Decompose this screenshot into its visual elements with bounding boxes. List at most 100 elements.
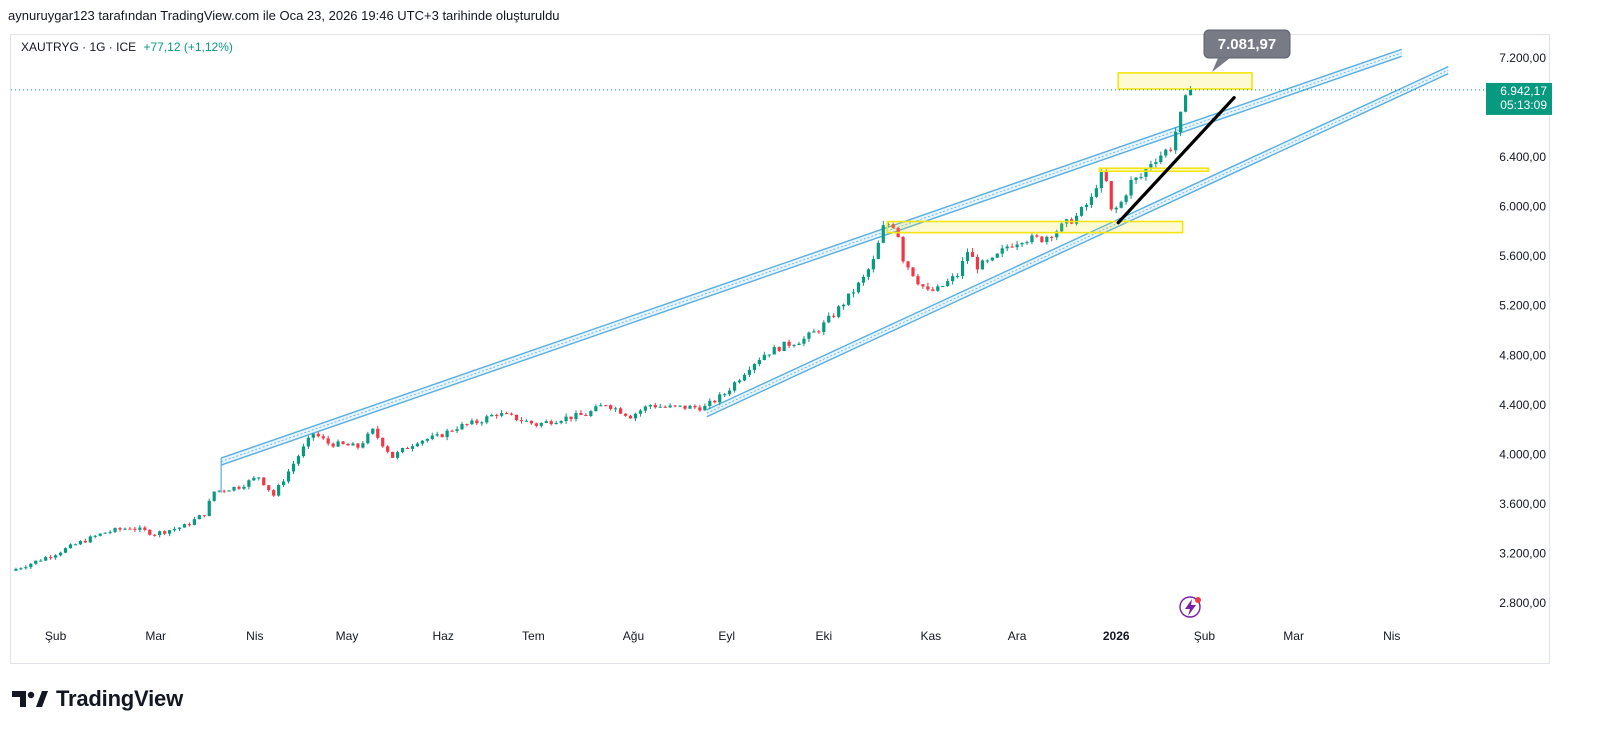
candle[interactable] [817, 330, 821, 334]
candle[interactable] [118, 527, 122, 532]
candle[interactable] [554, 420, 558, 425]
candle[interactable] [272, 489, 276, 498]
candle[interactable] [78, 540, 82, 546]
candle[interactable] [19, 567, 23, 571]
candle[interactable] [123, 527, 127, 531]
candle[interactable] [1035, 233, 1039, 238]
candle[interactable] [614, 406, 618, 413]
channel-band[interactable] [220, 48, 1402, 466]
candle[interactable] [544, 419, 548, 424]
candle[interactable] [732, 381, 737, 393]
candle[interactable] [465, 423, 469, 427]
candle[interactable] [103, 532, 107, 534]
candle[interactable] [346, 443, 350, 446]
candle[interactable] [584, 413, 588, 417]
candle[interactable] [237, 485, 241, 490]
candle[interactable] [158, 530, 162, 538]
candle[interactable] [1000, 244, 1004, 258]
candle[interactable] [534, 422, 538, 428]
candle[interactable] [931, 286, 935, 292]
candle[interactable] [262, 477, 266, 486]
candle[interactable] [227, 490, 231, 492]
candle[interactable] [846, 293, 851, 307]
candle[interactable] [1089, 193, 1094, 209]
candle[interactable] [683, 405, 687, 411]
candle[interactable] [331, 442, 335, 448]
candle[interactable] [257, 477, 261, 481]
candle[interactable] [14, 567, 18, 572]
candle[interactable] [995, 253, 999, 259]
candle[interactable] [1020, 242, 1024, 248]
target-price-callout[interactable]: 7.081,97 [1203, 29, 1291, 72]
candle[interactable] [1114, 206, 1118, 214]
candle[interactable] [1139, 173, 1143, 180]
candle[interactable] [450, 429, 454, 432]
candle[interactable] [1060, 222, 1064, 233]
candle[interactable] [851, 289, 856, 298]
candle[interactable] [376, 426, 380, 440]
candle[interactable] [182, 523, 187, 528]
candle[interactable] [296, 454, 301, 466]
candle[interactable] [391, 451, 395, 459]
candle[interactable] [579, 410, 583, 416]
candle[interactable] [842, 303, 846, 310]
candle[interactable] [1188, 85, 1193, 96]
candle[interactable] [460, 421, 464, 431]
candle[interactable] [762, 351, 766, 361]
candle[interactable] [589, 409, 593, 417]
candle[interactable] [24, 565, 28, 570]
candle[interactable] [88, 535, 92, 543]
candle[interactable] [267, 485, 271, 492]
candle[interactable] [54, 554, 58, 560]
candle[interactable] [495, 413, 499, 419]
candle[interactable] [559, 420, 563, 425]
candle[interactable] [277, 483, 281, 497]
candle[interactable] [772, 344, 776, 355]
candle[interactable] [519, 416, 524, 424]
candle[interactable] [212, 491, 216, 502]
candle[interactable] [410, 444, 415, 452]
candle[interactable] [827, 312, 831, 324]
candle[interactable] [1129, 176, 1133, 199]
candle[interactable] [956, 273, 960, 279]
candle[interactable] [891, 222, 895, 229]
candle[interactable] [886, 222, 890, 227]
candle[interactable] [876, 240, 880, 260]
candle[interactable] [1030, 233, 1034, 245]
candle[interactable] [172, 526, 177, 532]
candle[interactable] [742, 373, 747, 382]
candle[interactable] [1045, 235, 1049, 245]
candle[interactable] [529, 420, 533, 425]
candle[interactable] [395, 450, 400, 460]
candle[interactable] [797, 341, 801, 346]
candle[interactable] [1149, 160, 1153, 172]
candle[interactable] [381, 437, 385, 448]
candle[interactable] [371, 428, 375, 435]
candle[interactable] [281, 478, 286, 487]
candle[interactable] [881, 220, 885, 244]
candle[interactable] [926, 282, 930, 292]
candle[interactable] [822, 320, 826, 335]
candle[interactable] [802, 336, 806, 347]
candle[interactable] [326, 435, 330, 446]
candle[interactable] [386, 445, 390, 454]
candle[interactable] [83, 538, 87, 543]
candle[interactable] [1154, 158, 1158, 169]
candle[interactable] [44, 555, 48, 562]
candle[interactable] [336, 439, 340, 448]
candle[interactable] [475, 418, 479, 425]
candle[interactable] [594, 404, 598, 412]
candle[interactable] [960, 257, 965, 279]
candle[interactable] [643, 405, 647, 414]
candle[interactable] [618, 407, 623, 414]
candle[interactable] [291, 460, 296, 475]
candle[interactable] [737, 378, 742, 384]
candle[interactable] [73, 543, 78, 546]
candle[interactable] [752, 363, 757, 374]
candle[interactable] [728, 387, 732, 397]
candle[interactable] [192, 516, 196, 526]
candle[interactable] [723, 392, 727, 398]
lightning-icon[interactable] [1179, 596, 1201, 618]
candle[interactable] [975, 254, 980, 274]
candle[interactable] [286, 468, 291, 484]
